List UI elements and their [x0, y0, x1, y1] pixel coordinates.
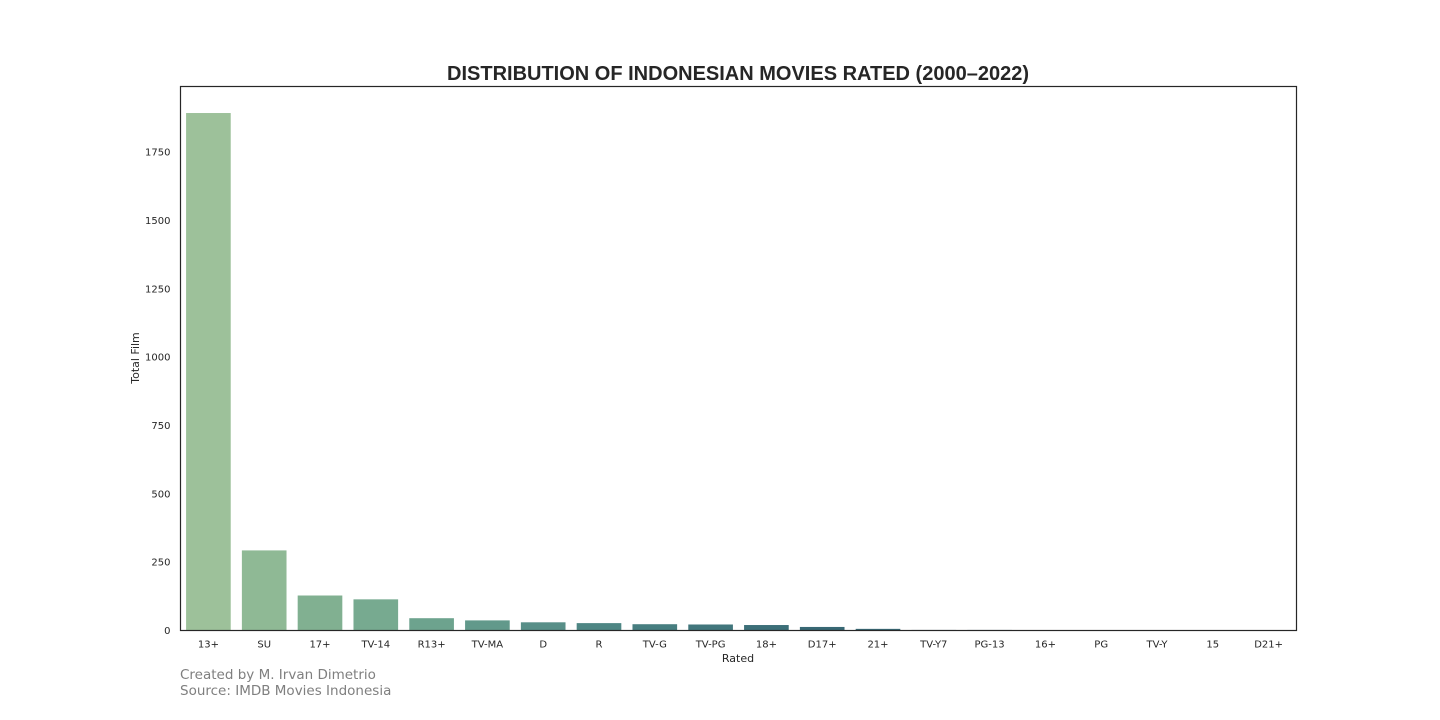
bar-18-	[744, 625, 789, 631]
chart-title: DISTRIBUTION OF INDONESIAN MOVIES RATED …	[447, 63, 1029, 85]
x-tick-label: 17+	[309, 640, 330, 651]
credit-source: Source: IMDB Movies Indonesia	[180, 683, 392, 699]
bar-tv-g	[632, 624, 678, 631]
y-tick-label: 1000	[145, 353, 170, 364]
bar-su	[241, 550, 287, 631]
x-tick-label: D	[539, 640, 547, 651]
y-tick-label: 1500	[145, 216, 170, 227]
bar-d	[520, 622, 566, 631]
bars-group	[186, 113, 1291, 631]
x-axis-ticks: 13+ SU 17+ TV-14 R13+ TV-MA D R TV-G TV-PG 18+ D17+…	[198, 640, 1283, 651]
y-tick-label: 750	[151, 421, 170, 432]
bar-tv-ma	[465, 620, 510, 631]
x-tick-label: TV-MA	[471, 640, 504, 651]
x-tick-label: 15	[1206, 640, 1219, 651]
bar-r	[576, 623, 622, 631]
x-tick-label: D21+	[1254, 640, 1283, 651]
y-tick-label: 1250	[145, 284, 170, 295]
x-tick-label: 18+	[756, 640, 777, 651]
x-tick-label: D17+	[808, 640, 837, 651]
x-tick-label: SU	[257, 640, 271, 651]
x-tick-label: R	[596, 640, 603, 651]
y-axis-ticks: 0 250 500 750 1000 1250 1500 1750	[145, 148, 170, 637]
y-tick-label: 250	[151, 558, 170, 569]
y-tick-label: 0	[164, 626, 170, 637]
x-tick-label: PG-13	[975, 640, 1005, 651]
x-tick-label: TV-Y	[1146, 640, 1169, 651]
x-tick-label: TV-Y7	[919, 640, 947, 651]
x-axis-label: Rated	[722, 652, 754, 665]
x-tick-label: 13+	[198, 640, 219, 651]
x-tick-label: TV-14	[360, 640, 390, 651]
x-tick-label: 16+	[1035, 640, 1056, 651]
bar-17-	[297, 595, 343, 631]
bar-13-	[186, 113, 231, 631]
plot-frame	[179, 85, 1298, 632]
bar-tv-14	[353, 599, 399, 631]
bar-r13-	[409, 618, 454, 631]
y-tick-label: 1750	[145, 148, 170, 159]
x-tick-label: TV-PG	[695, 640, 726, 651]
y-tick-label: 500	[151, 489, 170, 500]
x-tick-label: 21+	[867, 640, 888, 651]
credit-author: Created by M. Irvan Dimetrio	[180, 667, 376, 683]
bar-21-	[855, 628, 901, 631]
x-tick-label: R13+	[418, 640, 446, 651]
bar-tv-pg	[688, 624, 733, 631]
y-axis-label: Total Film	[129, 332, 142, 385]
x-tick-label: PG	[1094, 640, 1108, 651]
x-tick-label: TV-G	[642, 640, 667, 651]
bar-d17-	[799, 626, 845, 631]
